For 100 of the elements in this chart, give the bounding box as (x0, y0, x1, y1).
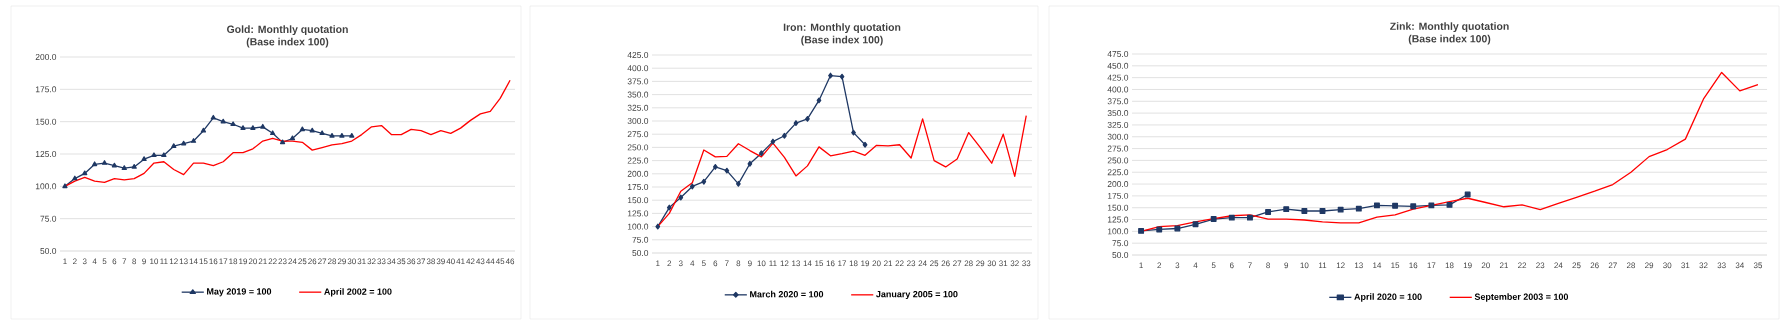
point (319, 130, 325, 136)
chart-subtitle: (Base index 100) (246, 37, 329, 48)
point (655, 223, 661, 230)
y-tick-label: 125.0 (627, 210, 649, 217)
point (309, 127, 315, 133)
y-tick-label: 425.0 (627, 52, 649, 58)
chart-subtitle: (Base index 100) (801, 35, 883, 46)
y-tick-label: 250.0 (627, 144, 649, 151)
point (805, 115, 810, 122)
point (1174, 225, 1181, 232)
point (289, 135, 296, 141)
y-tick-label: 475.0 (1107, 51, 1129, 57)
point (1464, 191, 1471, 198)
point (1228, 214, 1235, 221)
y-tick-label: 300.0 (627, 118, 649, 124)
y-tick-label: 150.0 (1107, 204, 1129, 211)
chart-title: Zink: Monthly quotation (1390, 22, 1509, 33)
point (1446, 201, 1453, 208)
point (299, 126, 305, 132)
point (1355, 205, 1362, 212)
point (161, 152, 167, 158)
y-tick-label: 275.0 (1107, 145, 1129, 152)
legend-label: April 2020 = 100 (1354, 293, 1422, 302)
line-series (64, 79, 511, 187)
point (759, 150, 764, 157)
point (230, 121, 236, 127)
point (724, 167, 730, 174)
point (151, 152, 157, 158)
point (1138, 227, 1145, 234)
point (1319, 208, 1326, 214)
point (279, 139, 286, 145)
legend-label: April 2002 = 100 (324, 288, 392, 297)
point (62, 183, 68, 189)
point (770, 138, 776, 145)
chart-title: Gold: Monthly quotation (227, 25, 348, 36)
y-tick-label: 125.0 (35, 151, 57, 157)
y-tick-label: 225.0 (627, 157, 649, 164)
point (1410, 203, 1417, 210)
legend-label: January 2005 = 100 (876, 290, 958, 300)
point (1283, 206, 1290, 213)
y-tick-label: 175.0 (1107, 192, 1129, 199)
point (171, 143, 177, 149)
y-tick-label: 325.0 (1107, 121, 1129, 128)
y-tick-label: 175.0 (35, 86, 57, 93)
point (72, 175, 78, 181)
y-tick-label: 50.0 (40, 248, 57, 254)
y-tick-label: 125.0 (1107, 216, 1129, 223)
y-tick-label: 75.0 (40, 215, 57, 222)
y-tick-label: 100.0 (1107, 228, 1129, 235)
point (339, 132, 345, 138)
point (1246, 214, 1253, 221)
point (329, 132, 335, 138)
legend-label: September 2003 = 100 (1474, 293, 1569, 302)
y-tick-label: 100.0 (35, 183, 57, 190)
point (828, 72, 833, 79)
point (862, 141, 868, 148)
point (260, 123, 266, 129)
line-series (657, 115, 1027, 228)
point (240, 125, 246, 130)
y-tick-label: 100.0 (627, 223, 649, 230)
y-tick-label: 300.0 (1107, 133, 1129, 140)
point (101, 160, 108, 165)
point (1373, 202, 1380, 209)
y-tick-label: 450.0 (1107, 62, 1129, 69)
point (220, 118, 226, 124)
y-tick-label: 50.0 (1112, 252, 1129, 258)
point (712, 163, 718, 170)
y-tick-label: 400.0 (1107, 86, 1129, 93)
y-tick-label: 75.0 (632, 236, 649, 243)
point (91, 161, 98, 167)
point (782, 132, 787, 139)
y-tick-label: 75.0 (1112, 240, 1129, 247)
y-tick-label: 200.0 (35, 54, 57, 60)
point (1156, 226, 1163, 233)
y-tick-label: 275.0 (627, 131, 649, 138)
point (131, 163, 137, 169)
chart-subtitle: (Base index 100) (1408, 34, 1491, 45)
point (1210, 216, 1217, 223)
point (1301, 208, 1308, 214)
point (1265, 209, 1272, 215)
point (793, 120, 799, 127)
point (1337, 206, 1344, 213)
y-tick-label: 200.0 (1107, 181, 1129, 188)
point (689, 183, 695, 190)
point (851, 129, 856, 136)
y-tick-label: 400.0 (627, 65, 649, 72)
point (210, 114, 216, 120)
y-tick-label: 350.0 (1107, 110, 1129, 117)
point (121, 165, 127, 171)
point (666, 204, 672, 211)
point (678, 194, 684, 201)
point (250, 125, 256, 130)
y-tick-label: 375.0 (627, 78, 649, 85)
point (190, 138, 197, 143)
point (1428, 202, 1435, 209)
point (816, 97, 822, 104)
y-tick-label: 350.0 (627, 91, 649, 98)
legend-label: March 2020 = 100 (750, 290, 824, 298)
y-tick-label: 425.0 (1107, 74, 1129, 81)
y-tick-label: 150.0 (35, 118, 57, 125)
